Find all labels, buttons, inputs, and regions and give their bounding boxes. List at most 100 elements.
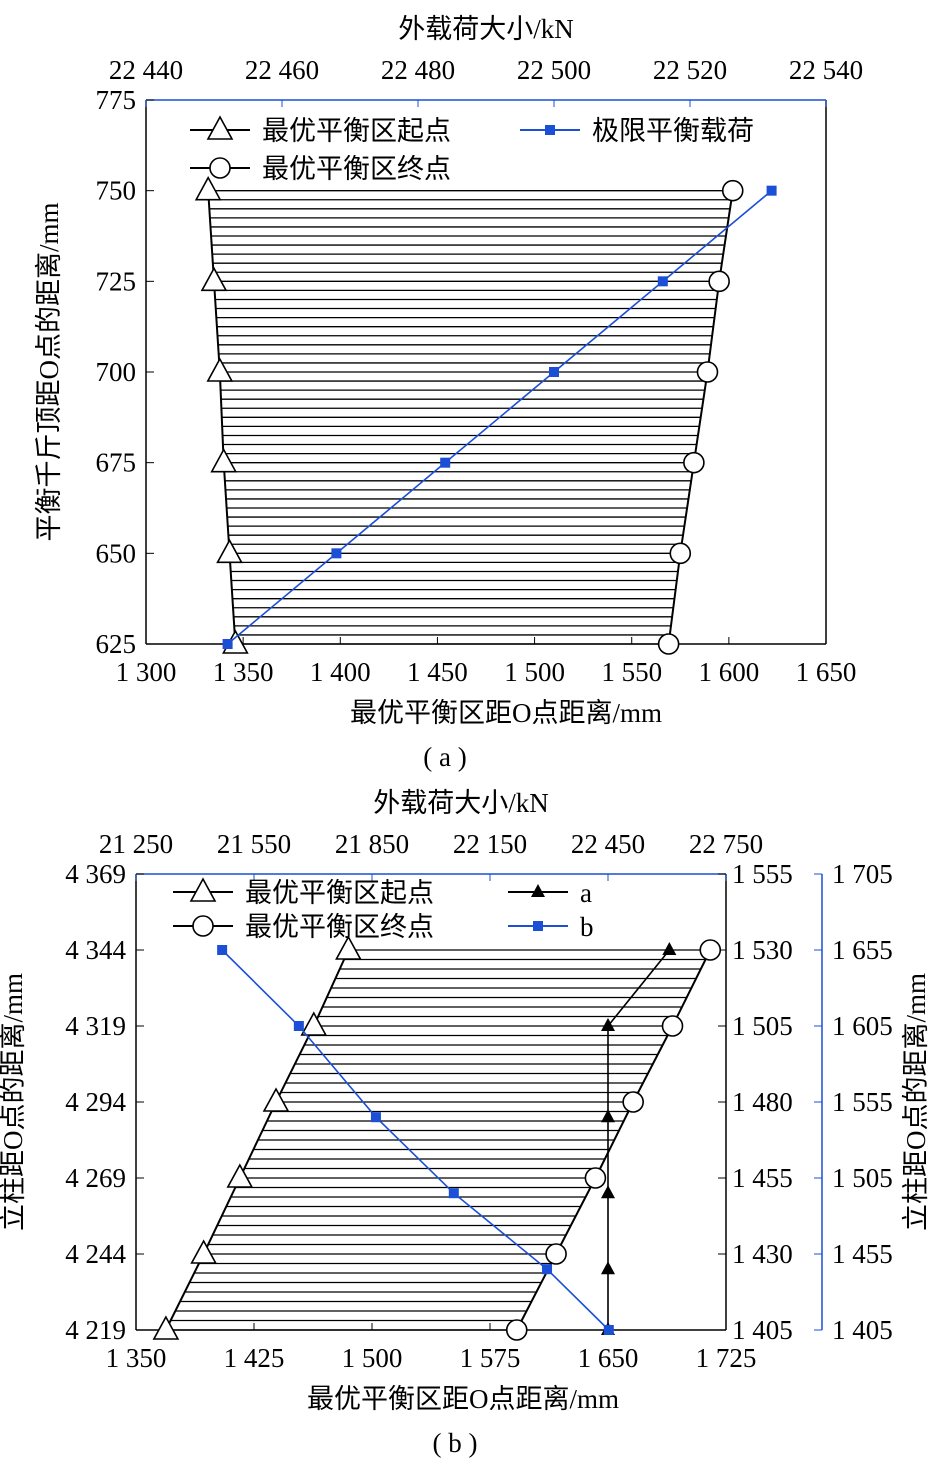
legend-label: a <box>580 878 592 908</box>
y-far-right-tick-label: 1 705 <box>832 859 893 889</box>
data-point <box>217 945 228 955</box>
series-line <box>207 190 237 645</box>
x-tick-label: 1 500 <box>504 657 565 687</box>
series-line <box>164 949 350 1331</box>
y-right-tick-label: 1 405 <box>732 1315 793 1345</box>
data-point <box>222 639 233 649</box>
x-tick-label: 1 575 <box>460 1343 521 1373</box>
data-point <box>657 276 668 287</box>
legend-marker <box>192 915 214 937</box>
panel-label: ( a ) <box>423 742 466 772</box>
y-axis-label: 平衡千斤顶距O点的距离/mm <box>34 202 64 541</box>
data-point <box>262 1087 290 1112</box>
y-tick-label: 4 344 <box>65 935 126 965</box>
x-top-tick-label: 22 480 <box>381 55 455 85</box>
x-tick-label: 1 350 <box>106 1343 167 1373</box>
series-line <box>221 949 610 1331</box>
y-right-tick-label: 1 455 <box>732 1163 793 1193</box>
data-point <box>584 1167 607 1189</box>
y-right-tick-label: 1 530 <box>732 935 793 965</box>
legend-label: 最优平衡区起点 <box>245 878 434 908</box>
x-top-tick-label: 22 440 <box>109 55 183 85</box>
x-top-tick-label: 22 460 <box>245 55 319 85</box>
x-tick-label: 1 500 <box>342 1343 403 1373</box>
x-top-tick-label: 21 850 <box>335 829 409 859</box>
series-0 <box>152 935 362 1340</box>
data-point <box>542 1264 553 1275</box>
y-right-tick-label: 1 505 <box>732 1011 793 1041</box>
data-point <box>699 939 722 961</box>
x-top-tick-label: 22 450 <box>571 829 645 859</box>
data-point <box>669 542 692 565</box>
legend-item <box>508 921 568 931</box>
data-point <box>696 361 719 383</box>
x-tick-label: 1 350 <box>213 657 274 687</box>
data-point <box>601 1185 615 1199</box>
data-point <box>335 935 362 960</box>
data-point <box>766 185 777 196</box>
data-point <box>448 1188 459 1199</box>
data-point <box>721 179 744 202</box>
x-top-tick-label: 21 550 <box>217 829 291 859</box>
legend-item <box>520 125 580 135</box>
data-point <box>549 367 559 377</box>
chart-a <box>145 99 827 655</box>
x-tick-label: 1 425 <box>224 1343 285 1373</box>
data-point <box>662 942 677 955</box>
x-top-tick-label: 22 750 <box>689 829 763 859</box>
legend-item <box>190 115 250 140</box>
data-point <box>200 266 228 292</box>
data-point <box>440 457 451 468</box>
y-tick-label: 700 <box>96 357 137 387</box>
y-far-right-tick-label: 1 555 <box>832 1087 893 1117</box>
y-tick-label: 4 219 <box>65 1315 126 1345</box>
x-tick-label: 1 650 <box>578 1343 639 1373</box>
series-2 <box>222 185 777 649</box>
hatched-region <box>208 190 733 645</box>
y-tick-label: 775 <box>96 85 137 115</box>
x-top-tick-label: 22 150 <box>453 829 527 859</box>
x-top-axis-label: 外载荷大小/kN <box>398 14 574 44</box>
x-tick-label: 1 400 <box>310 657 371 687</box>
legend-marker <box>533 921 543 931</box>
legend-marker <box>209 157 231 179</box>
legend-item <box>173 915 233 937</box>
y-far-right-tick-label: 1 655 <box>832 935 893 965</box>
data-point <box>216 538 243 564</box>
y-right-tick-label: 1 555 <box>732 859 793 889</box>
x-axis-label: 最优平衡区距O点距离/mm <box>350 698 662 728</box>
y-far-right-tick-label: 1 605 <box>832 1011 893 1041</box>
data-point <box>300 1011 328 1036</box>
series-1 <box>505 939 722 1341</box>
legend-item <box>173 877 233 902</box>
y-axis-label: 立柱距O点的距离/mm <box>0 973 28 1231</box>
y-tick-label: 725 <box>96 266 137 296</box>
data-point <box>622 1091 644 1113</box>
data-point <box>708 270 730 293</box>
x-tick-label: 1 450 <box>407 657 468 687</box>
legend-marker <box>531 884 545 897</box>
legend-marker <box>545 125 555 135</box>
x-top-tick-label: 21 250 <box>99 829 173 859</box>
legend-item <box>508 884 568 897</box>
legend-label: 最优平衡区起点 <box>262 116 451 146</box>
data-point <box>210 447 238 473</box>
data-point <box>603 1325 614 1335</box>
y-tick-label: 650 <box>96 538 137 568</box>
y-tick-label: 4 369 <box>65 859 126 889</box>
data-point <box>661 1015 684 1037</box>
data-point <box>194 175 222 201</box>
data-point <box>293 1021 304 1031</box>
y-far-right-tick-label: 1 405 <box>832 1315 893 1345</box>
x-top-tick-label: 22 500 <box>517 55 591 85</box>
y-right-tick-label: 1 430 <box>732 1239 793 1269</box>
series-line <box>667 190 734 645</box>
panel-label: ( b ) <box>433 1428 478 1458</box>
x-top-axis-label: 外载荷大小/kN <box>373 788 549 818</box>
y-far-right-tick-label: 1 505 <box>832 1163 893 1193</box>
data-point <box>331 548 342 559</box>
data-point <box>190 1239 218 1264</box>
x-top-tick-label: 22 520 <box>653 55 727 85</box>
y-tick-label: 750 <box>96 176 137 206</box>
